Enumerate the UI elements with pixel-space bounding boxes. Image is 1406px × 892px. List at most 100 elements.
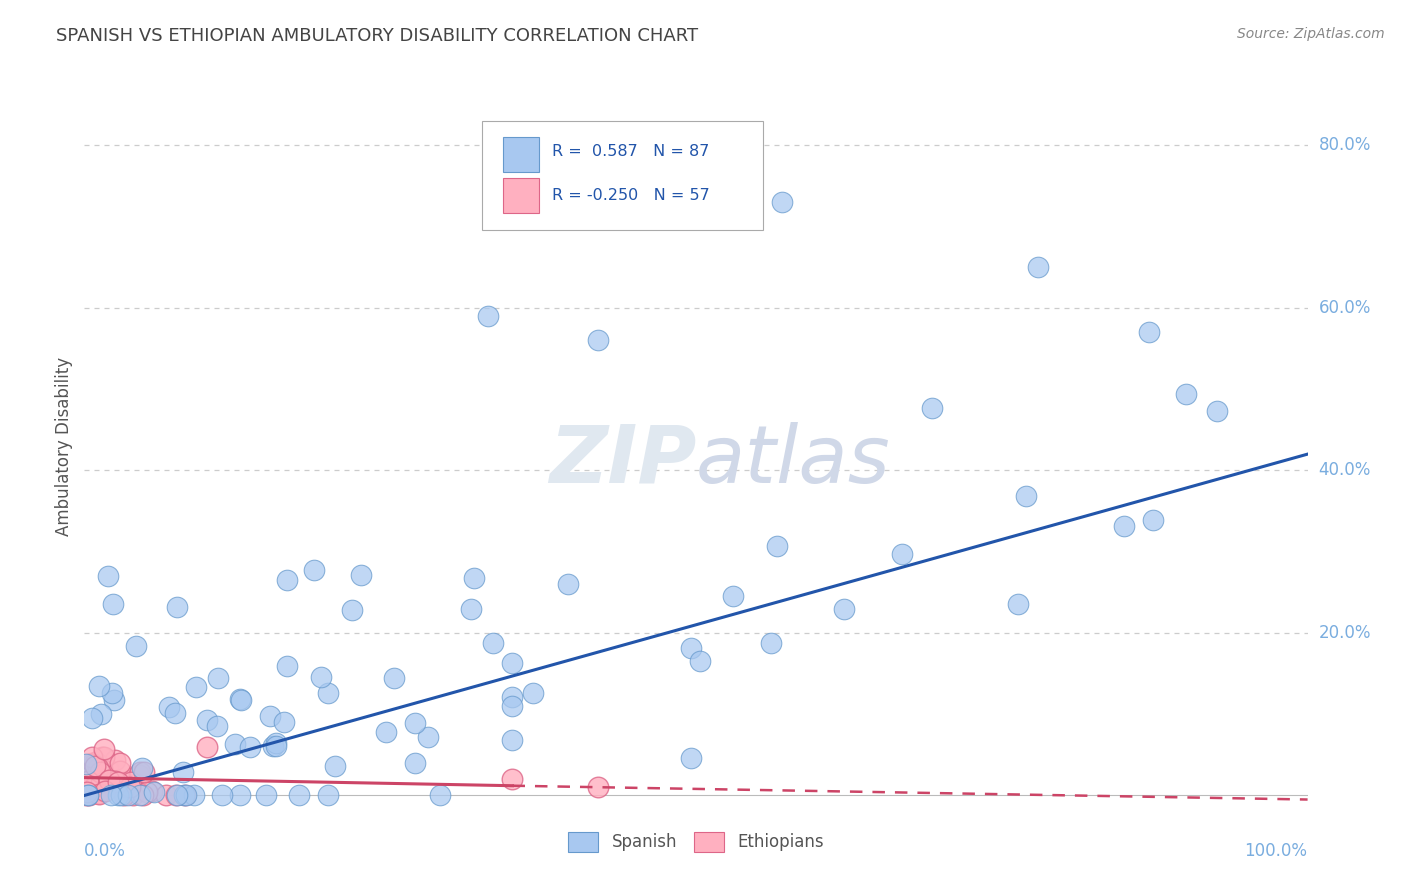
Point	[128, 765, 150, 780]
Point	[254, 788, 277, 802]
Point	[157, 700, 180, 714]
Point	[83, 757, 105, 772]
Point	[96, 779, 118, 793]
Point	[77, 770, 100, 784]
Point	[90, 776, 112, 790]
Point	[1007, 597, 1029, 611]
Point	[89, 764, 111, 779]
Point	[231, 692, 253, 706]
Text: ZIP: ZIP	[548, 422, 696, 500]
Point	[83, 780, 105, 794]
Point	[83, 785, 105, 799]
Point	[84, 755, 107, 769]
Point	[132, 788, 155, 802]
Point	[107, 775, 129, 789]
Point	[155, 788, 177, 802]
Point	[120, 780, 142, 794]
Point	[83, 769, 105, 783]
Point	[586, 334, 609, 348]
Point	[557, 577, 579, 591]
Point	[416, 730, 439, 744]
Point	[460, 602, 482, 616]
Point	[832, 602, 855, 616]
Point	[82, 750, 104, 764]
Point	[121, 773, 143, 788]
Point	[1175, 387, 1198, 401]
Point	[229, 692, 252, 706]
Point	[75, 788, 97, 802]
Legend: Spanish, Ethiopians: Spanish, Ethiopians	[561, 826, 831, 858]
Point	[79, 776, 101, 790]
Point	[262, 739, 284, 754]
Point	[75, 771, 97, 785]
Text: atlas: atlas	[696, 422, 891, 500]
Point	[101, 686, 124, 700]
Point	[1015, 489, 1038, 503]
Point	[404, 756, 426, 770]
Point	[679, 640, 702, 655]
Point	[135, 784, 157, 798]
Text: SPANISH VS ETHIOPIAN AMBULATORY DISABILITY CORRELATION CHART: SPANISH VS ETHIOPIAN AMBULATORY DISABILI…	[56, 27, 699, 45]
Point	[502, 656, 524, 670]
Text: 80.0%: 80.0%	[1319, 136, 1371, 154]
Point	[276, 659, 298, 673]
Point	[463, 571, 485, 585]
Point	[207, 671, 229, 685]
Point	[142, 785, 165, 799]
Point	[112, 775, 135, 789]
Point	[129, 788, 152, 802]
Point	[114, 787, 136, 801]
Point	[342, 603, 364, 617]
Point	[502, 690, 524, 705]
Point	[117, 788, 139, 802]
Y-axis label: Ambulatory Disability: Ambulatory Disability	[55, 357, 73, 535]
Text: 100.0%: 100.0%	[1244, 842, 1308, 860]
Point	[163, 706, 186, 720]
Point	[107, 788, 129, 802]
Text: Source: ZipAtlas.com: Source: ZipAtlas.com	[1237, 27, 1385, 41]
Point	[114, 780, 136, 794]
Point	[110, 756, 132, 770]
Point	[84, 784, 107, 798]
Point	[375, 725, 398, 739]
Point	[112, 788, 135, 802]
Point	[90, 750, 112, 764]
Point	[75, 756, 97, 771]
Point	[382, 671, 405, 685]
Point	[172, 765, 194, 780]
Point	[404, 715, 426, 730]
Point	[82, 767, 104, 781]
Point	[502, 733, 524, 747]
Point	[350, 567, 373, 582]
Point	[276, 573, 298, 587]
Point	[131, 760, 153, 774]
Point	[429, 788, 451, 802]
Point	[766, 540, 789, 554]
Point	[87, 786, 110, 800]
Point	[93, 784, 115, 798]
Point	[323, 759, 346, 773]
Point	[197, 714, 219, 728]
Point	[166, 600, 188, 615]
Point	[77, 774, 100, 789]
Text: R = -0.250   N = 57: R = -0.250 N = 57	[551, 188, 710, 203]
Point	[689, 654, 711, 668]
Point	[264, 739, 287, 753]
Text: R =  0.587   N = 87: R = 0.587 N = 87	[551, 144, 709, 159]
Point	[174, 788, 197, 802]
Point	[309, 670, 332, 684]
Point	[76, 785, 98, 799]
Point	[91, 762, 114, 776]
Point	[97, 569, 120, 583]
Point	[586, 780, 609, 795]
Point	[1142, 513, 1164, 527]
Point	[79, 788, 101, 802]
Point	[502, 699, 524, 714]
Point	[1206, 404, 1229, 418]
Point	[132, 764, 155, 779]
Point	[195, 739, 218, 754]
Point	[502, 772, 524, 787]
Point	[87, 787, 110, 801]
Point	[104, 753, 127, 767]
Point	[77, 788, 100, 802]
